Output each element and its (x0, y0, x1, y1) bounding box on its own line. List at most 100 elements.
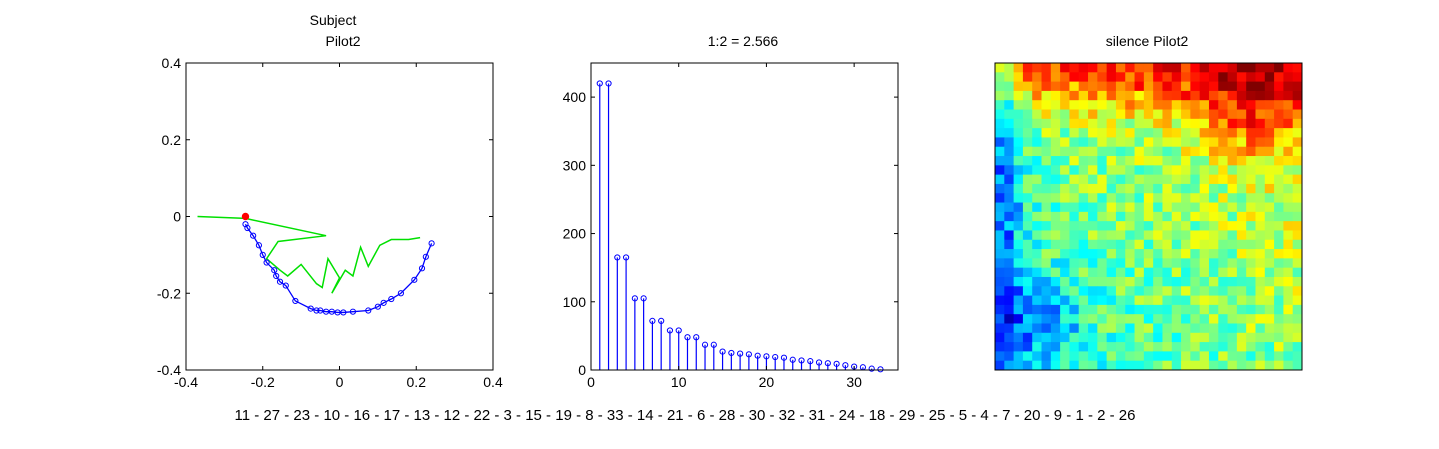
heatmap-cell (1283, 323, 1294, 334)
heatmap-cell (1060, 360, 1070, 371)
heatmap-cell (1190, 72, 1201, 83)
heatmap-cell (1004, 183, 1015, 194)
heatmap-cell (1246, 276, 1256, 287)
heatmap-cell (1106, 193, 1117, 203)
heatmap-cell (1181, 230, 1191, 241)
heatmap-cell (1088, 230, 1098, 241)
heatmap-cell (1134, 221, 1145, 231)
heatmap-cell (1227, 109, 1238, 120)
heatmap-cell (1162, 332, 1173, 343)
heatmap-cell (1060, 174, 1070, 185)
heatmap-cell (1199, 165, 1210, 176)
heatmap-cell (1181, 202, 1191, 213)
heatmap-cell (1032, 90, 1042, 101)
blue-trajectory-point (418, 265, 426, 272)
heatmap-cell (1227, 72, 1238, 83)
heatmap-cell (1292, 211, 1303, 222)
heatmap-cell (1283, 360, 1294, 371)
heatmap-cell (1218, 323, 1228, 334)
heatmap-cell (1255, 239, 1266, 250)
heatmap-cell (1143, 165, 1154, 176)
heatmap-cell (995, 351, 1005, 362)
heatmap-cell (1069, 72, 1080, 83)
heatmap-cell (1153, 146, 1163, 157)
heatmap-cell (1171, 304, 1182, 315)
heatmap-cell (1004, 174, 1015, 185)
heatmap-cell (1041, 286, 1052, 296)
heatmap-cell (1255, 100, 1266, 110)
heatmap-cell (1032, 332, 1042, 343)
heatmap-cell (1013, 230, 1024, 241)
heatmap-cell (995, 342, 1005, 352)
heatmap-cell (1134, 304, 1145, 315)
heatmap-cell (1097, 174, 1108, 185)
heatmap-cell (1153, 323, 1163, 334)
heatmap-cell (1171, 351, 1182, 362)
heatmap-cell (1088, 267, 1098, 278)
heatmap-cell (995, 221, 1005, 231)
heatmap-cell (1088, 295, 1098, 306)
heatmap-cell (1190, 128, 1201, 138)
heatmap-cell (1246, 165, 1256, 176)
heatmap-cells (995, 63, 1303, 371)
heatmap-cell (1153, 295, 1163, 306)
heatmap-cell (1246, 211, 1256, 222)
heatmap-cell (1078, 183, 1089, 194)
heatmap-cell (1032, 276, 1042, 287)
heatmap-cell (1032, 128, 1042, 138)
heatmap-cell (1060, 72, 1070, 83)
heatmap-cell (1264, 276, 1275, 287)
blue-trajectory-point (328, 308, 335, 315)
blue-trajectory-point (422, 253, 429, 260)
heatmap-cell (1246, 360, 1256, 371)
heatmap-cell (1255, 72, 1266, 83)
heatmap-cell (1264, 109, 1275, 120)
heatmap-cell (1190, 276, 1201, 287)
heatmap-cell (1153, 332, 1163, 343)
heatmap-cell (1069, 258, 1080, 269)
heatmap-cell (1106, 72, 1117, 83)
heatmap-cell (1283, 304, 1294, 315)
x-tick-label: -0.2 (251, 374, 275, 390)
heatmap-cell (1218, 239, 1228, 250)
heatmap-cell (1264, 323, 1275, 334)
heatmap-cell (1143, 63, 1154, 73)
heatmap-cell (1218, 304, 1228, 315)
heatmap-cell (1208, 314, 1219, 324)
heatmap-cell (1153, 304, 1163, 315)
heatmap-cell (1088, 72, 1098, 83)
heatmap-cell (1106, 165, 1117, 176)
heatmap-cell (1050, 100, 1061, 110)
heatmap-cell (1181, 314, 1191, 324)
heatmap-cell (1218, 165, 1228, 176)
heatmap-cell (1050, 128, 1061, 138)
heatmap-cell (1199, 304, 1210, 315)
heatmap-cell (1088, 304, 1098, 315)
heatmap-cell (1162, 128, 1173, 138)
heatmap-cell (1032, 360, 1042, 371)
stem-title: 1:2 = 2.566 (708, 33, 779, 49)
heatmap-cell (1208, 156, 1219, 166)
stem-marker (649, 317, 656, 324)
heatmap-cell (1255, 360, 1266, 371)
heatmap-cell (1162, 165, 1173, 176)
heatmap-cell (1199, 156, 1210, 166)
heatmap-cell (1171, 128, 1182, 138)
heatmap-cell (1181, 109, 1191, 120)
stem-marker (719, 348, 726, 355)
heatmap-cell (1013, 174, 1024, 185)
heatmap-cell (1264, 165, 1275, 176)
heatmap-cell (1115, 118, 1126, 129)
heatmap-cell (1236, 342, 1247, 352)
heatmap-cell (1097, 323, 1108, 334)
heatmap-cell (1106, 174, 1117, 185)
heatmap-cell (1097, 146, 1108, 157)
heatmap-cell (1274, 156, 1284, 166)
heatmap-cell (1097, 221, 1108, 231)
heatmap-cell (1032, 304, 1042, 315)
heatmap-cell (1246, 351, 1256, 362)
stem-marker (675, 327, 682, 334)
trajectory-ticks: -0.4 -0.2 0 0.2 0.4 0.4 0.2 0 -0.2 -0.4 (157, 55, 503, 390)
heatmap-cell (1032, 137, 1042, 148)
